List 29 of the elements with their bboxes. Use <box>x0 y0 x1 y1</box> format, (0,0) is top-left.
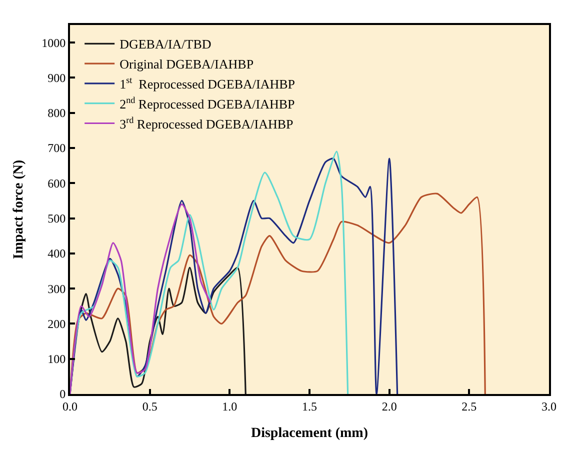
x-tick-label: 2.0 <box>382 399 397 414</box>
y-tick-label: 600 <box>48 176 66 190</box>
y-tick-label: 400 <box>48 246 66 261</box>
x-tick-label: 2.5 <box>462 399 477 414</box>
legend-label: DGEBA/IA/TBD <box>120 36 212 52</box>
legend-label: 2$^{nd}$ Reprocessed DGEBA/IAHBP <box>120 94 295 112</box>
x-tick-label: 0.5 <box>142 399 158 414</box>
legend-label: Original DGEBA/IAHBP <box>120 56 254 72</box>
y-tick-label: 300 <box>48 282 66 296</box>
x-tick-label: 1.0 <box>222 399 238 414</box>
line-series <box>70 158 398 394</box>
x-tick-label: 3.0 <box>542 399 556 414</box>
y-axis-title: Impact force (N) <box>12 160 27 260</box>
y-tick-label: 100 <box>48 352 66 366</box>
y-tick-label: 0 <box>60 387 66 402</box>
y-tick-label: 200 <box>48 316 66 331</box>
legend-label: 1$^{st}$ Reprocessed DGEBA/IAHBP <box>120 75 295 92</box>
y-tick-label: 900 <box>48 70 66 85</box>
y-tick-label: 1000 <box>42 36 66 50</box>
x-axis-title: Displacement (mm) <box>250 426 368 442</box>
y-tick-label: 700 <box>48 141 66 156</box>
line-series <box>70 192 486 394</box>
line-series <box>70 203 212 394</box>
y-tick-label: 500 <box>48 211 66 226</box>
x-tick-label: 1.5 <box>302 399 317 414</box>
x-tick-label: 0.0 <box>62 399 78 414</box>
legend-label: 3$^{rd}$ Reprocessed DGEBA/IAHBP <box>120 114 294 132</box>
y-tick-label: 800 <box>48 106 66 120</box>
line-series <box>70 150 349 394</box>
